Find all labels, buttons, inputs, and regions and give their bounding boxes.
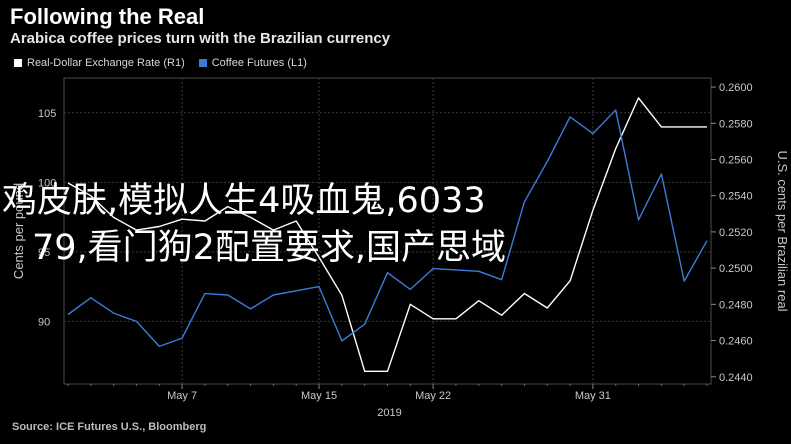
series-line-exchange-rate [67,97,707,372]
source-note: Source: ICE Futures U.S., Bloomberg [12,421,207,433]
x-tick-label: May 15 [301,390,337,402]
y-right-tick-label: 0.2540 [719,191,753,203]
legend: Real-Dollar Exchange Rate (R1) Coffee Fu… [14,56,321,70]
y-right-tick-label: 0.2520 [719,227,753,239]
y-left-tick-label: 105 [38,108,56,120]
y-left-tick-label: 95 [38,247,50,259]
y-right-tick-label: 0.2480 [719,299,753,311]
legend-swatch-coffee-futures [198,59,207,67]
legend-swatch-exchange-rate [14,59,22,67]
overlay-line-1: 鸡皮肤,模拟人生4吸血鬼,6033 [2,181,486,221]
legend-item-coffee-futures: Coffee Futures (L1) [198,57,307,69]
y-right-tick-label: 0.2560 [719,154,753,166]
chart-title: Following the Real [10,4,205,29]
y-right-tick-label: 0.2460 [719,336,753,348]
overlay-line-2: 79,看门狗2配置要求,国产思域 [32,228,507,268]
y-left-tick-label: 90 [38,316,50,328]
y-right-tick-label: 0.2500 [719,263,753,275]
y-right-tick-label: 0.2600 [719,82,753,94]
y-left-axis-title: Cents per pound [11,183,26,279]
y-right-tick-label: 0.2580 [719,118,753,130]
series-line-coffee-futures [67,109,708,348]
legend-label-coffee-futures: Coffee Futures (L1) [211,57,307,69]
x-tick-label: May 22 [415,390,451,402]
chart-subtitle: Arabica coffee prices turn with the Braz… [10,30,391,47]
legend-label-exchange-rate: Real-Dollar Exchange Rate (R1) [27,57,185,69]
y-right-axis-title: U.S. cents per Brazilian real [775,150,790,311]
y-right-tick-label: 0.2440 [719,372,753,384]
x-tick-label: May 31 [575,390,611,402]
x-tick-label: May 7 [167,390,197,402]
legend-item-exchange-rate: Real-Dollar Exchange Rate (R1) [14,57,185,69]
y-left-tick-label: 100 [38,177,56,189]
overlay-text: 鸡皮肤,模拟人生4吸血鬼,6033 79,看门狗2配置要求,国产思域 [0,178,791,272]
x-axis-year-label: 2019 [377,407,401,419]
